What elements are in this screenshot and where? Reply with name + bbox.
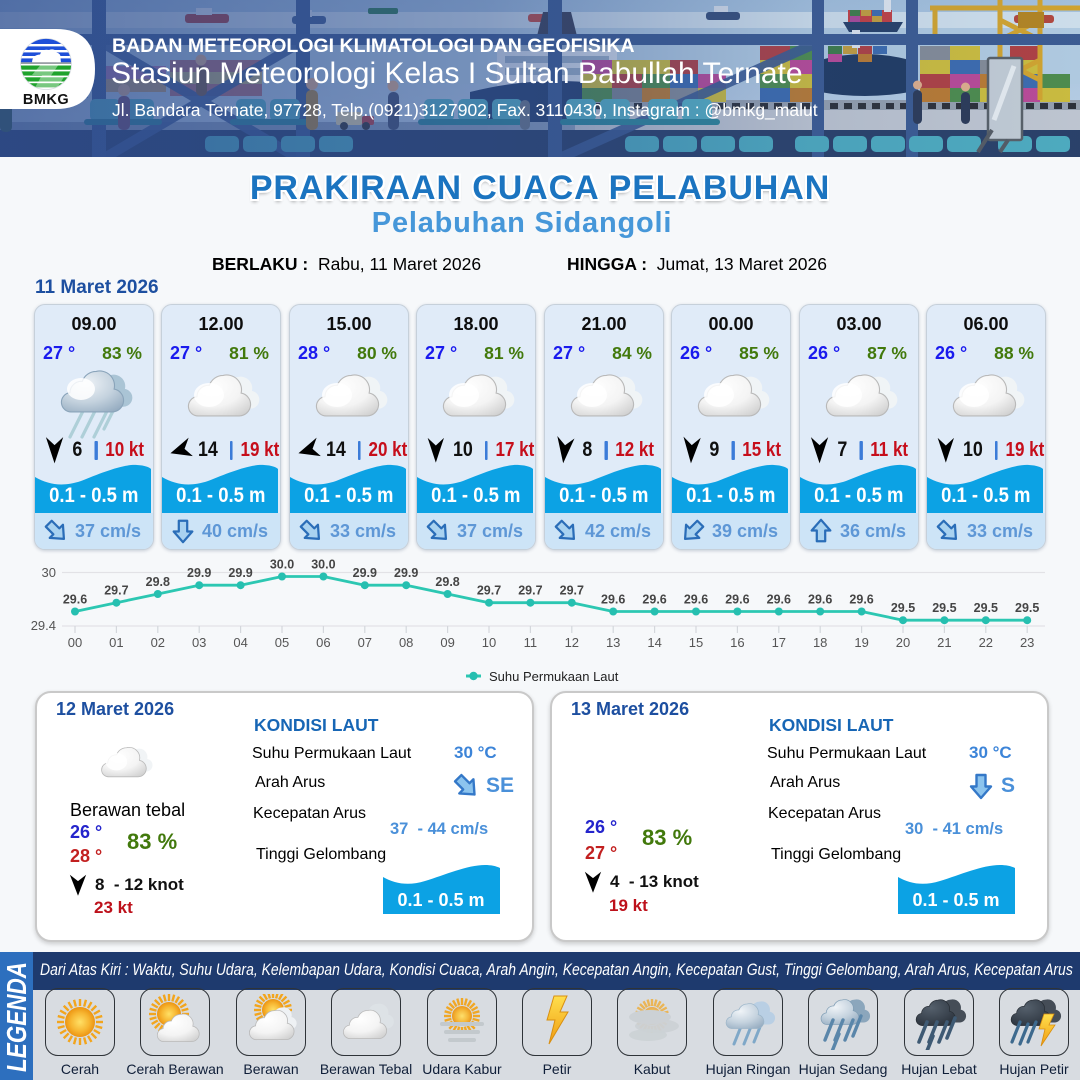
svg-text:29.9: 29.9 xyxy=(353,566,377,580)
svg-text:29.8: 29.8 xyxy=(146,575,170,589)
svg-text:29.5: 29.5 xyxy=(1015,601,1039,615)
svg-text:29.4: 29.4 xyxy=(31,618,56,633)
svg-text:0.1 - 0.5 m: 0.1 - 0.5 m xyxy=(397,890,484,910)
svg-text:29.5: 29.5 xyxy=(974,601,998,615)
svg-text:18: 18 xyxy=(813,635,827,650)
svg-text:05: 05 xyxy=(275,635,289,650)
svg-text:17: 17 xyxy=(772,635,786,650)
svg-text:0.1 - 0.5 m: 0.1 - 0.5 m xyxy=(912,890,999,910)
svg-text:30.0: 30.0 xyxy=(311,558,335,572)
svg-text:BMKG: BMKG xyxy=(23,92,69,108)
svg-text:29.8: 29.8 xyxy=(435,575,459,589)
svg-text:10: 10 xyxy=(482,635,496,650)
svg-text:29.5: 29.5 xyxy=(932,601,956,615)
svg-text:01: 01 xyxy=(109,635,123,650)
svg-text:22: 22 xyxy=(979,635,993,650)
svg-text:19: 19 xyxy=(854,635,868,650)
svg-text:03: 03 xyxy=(192,635,206,650)
svg-text:29.6: 29.6 xyxy=(684,593,708,607)
svg-text:12: 12 xyxy=(565,635,579,650)
svg-text:29.7: 29.7 xyxy=(518,584,542,598)
svg-text:07: 07 xyxy=(358,635,372,650)
svg-text:29.9: 29.9 xyxy=(228,566,252,580)
svg-text:16: 16 xyxy=(730,635,744,650)
svg-text:29.9: 29.9 xyxy=(187,566,211,580)
svg-text:20: 20 xyxy=(896,635,910,650)
svg-text:29.6: 29.6 xyxy=(725,593,749,607)
svg-text:04: 04 xyxy=(233,635,247,650)
svg-text:21: 21 xyxy=(937,635,951,650)
svg-text:00: 00 xyxy=(68,635,82,650)
svg-text:23: 23 xyxy=(1020,635,1034,650)
svg-text:29.9: 29.9 xyxy=(394,566,418,580)
svg-text:09: 09 xyxy=(440,635,454,650)
svg-text:LEGENDA: LEGENDA xyxy=(1,962,32,1072)
svg-text:29.6: 29.6 xyxy=(849,593,873,607)
svg-text:29.6: 29.6 xyxy=(808,593,832,607)
svg-text:29.5: 29.5 xyxy=(891,601,915,615)
svg-text:29.7: 29.7 xyxy=(104,584,128,598)
svg-text:11: 11 xyxy=(524,635,538,650)
svg-text:02: 02 xyxy=(151,635,165,650)
svg-text:14: 14 xyxy=(647,635,661,650)
svg-text:29.7: 29.7 xyxy=(477,584,501,598)
svg-text:29.6: 29.6 xyxy=(63,593,87,607)
svg-text:13: 13 xyxy=(606,635,620,650)
svg-text:06: 06 xyxy=(316,635,330,650)
svg-text:29.6: 29.6 xyxy=(767,593,791,607)
svg-text:15: 15 xyxy=(689,635,703,650)
svg-text:29.6: 29.6 xyxy=(642,593,666,607)
svg-text:08: 08 xyxy=(399,635,413,650)
svg-text:29.6: 29.6 xyxy=(601,593,625,607)
svg-text:29.7: 29.7 xyxy=(560,584,584,598)
svg-text:30.0: 30.0 xyxy=(270,558,294,572)
svg-text:Suhu Permukaan Laut: Suhu Permukaan Laut xyxy=(489,669,619,684)
svg-text:30: 30 xyxy=(42,565,56,580)
